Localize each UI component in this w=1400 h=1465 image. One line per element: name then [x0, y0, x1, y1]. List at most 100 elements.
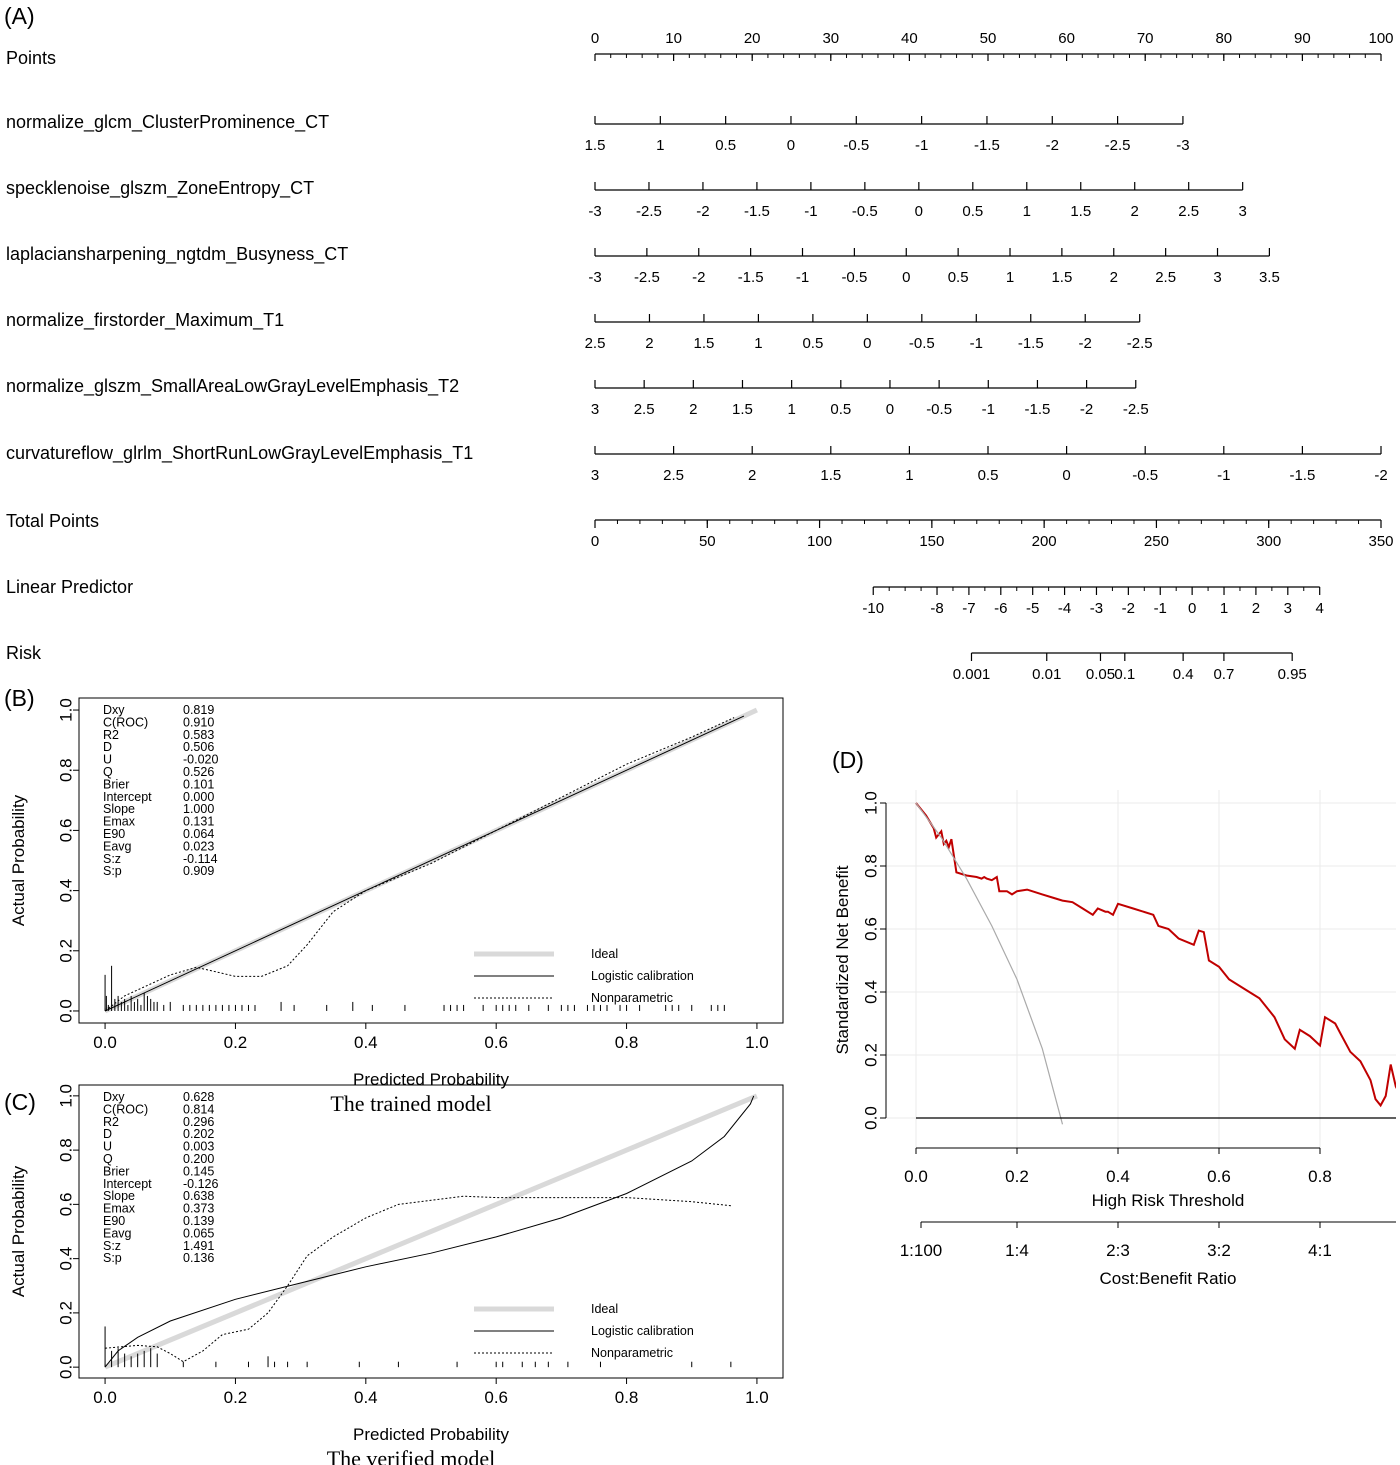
tick-label: 0.4 [1173, 666, 1194, 683]
tick-label: 2.5 [1178, 203, 1199, 220]
tick-label: 3 [591, 401, 599, 418]
tick-label: -1.5 [1289, 467, 1315, 484]
stat-name: E90 [103, 1214, 125, 1228]
tick-label: 1.5 [820, 467, 841, 484]
tick-label: -1 [982, 401, 995, 418]
tick-label: 4 [1316, 600, 1324, 617]
ratio-tick-label: 4:1 [1308, 1241, 1332, 1260]
stat-value: 0.296 [183, 1115, 214, 1129]
tick-label: 70 [1137, 30, 1154, 47]
tick-label: 1 [1006, 269, 1014, 286]
y-tick-label: 0.6 [57, 1193, 76, 1217]
row-label: normalize_firstorder_Maximum_T1 [6, 310, 284, 331]
nomogram-row-laplaciansharpening-ngtdm-busyness-ct: laplaciansharpening_ngtdm_Busyness_CT -3 -… [6, 244, 1280, 286]
stat-value: 0.910 [183, 715, 214, 729]
x-tick-label: 1.0 [745, 1033, 769, 1052]
row-label: Total Points [6, 511, 99, 531]
tick-label: -0.5 [841, 269, 867, 286]
y-tick-label: 0.8 [57, 1138, 76, 1162]
stat-value: 0.064 [183, 827, 214, 841]
caption: The verified model [327, 1446, 496, 1465]
tick-label: 10 [665, 30, 682, 47]
nomogram-row-risk: Risk 0.001 0.01 0.05 0.1 0.4 0.7 0.95 [6, 643, 1307, 683]
legend-label: Logistic calibration [591, 1324, 694, 1338]
stat-name: Q [103, 765, 113, 779]
tick-label: 1 [787, 401, 795, 418]
tick-label: 50 [699, 533, 716, 550]
tick-label: -0.5 [909, 335, 935, 352]
tick-label: -5 [1026, 600, 1039, 617]
stat-name: E90 [103, 827, 125, 841]
stat-value: 0.638 [183, 1189, 214, 1203]
tick-label: 2 [748, 467, 756, 484]
tick-label: -1 [804, 203, 817, 220]
stat-name: R2 [103, 728, 119, 742]
stat-name: C(ROC) [103, 715, 148, 729]
stat-name: Eavg [103, 839, 132, 853]
tick-label: -1 [970, 335, 983, 352]
x-tick-label: 0.0 [93, 1388, 117, 1407]
tick-label: 0.5 [830, 401, 851, 418]
stat-value: 0.000 [183, 790, 214, 804]
tick-label: -7 [962, 600, 975, 617]
y-tick-label: 0.2 [862, 1043, 881, 1067]
stat-name: Brier [103, 777, 129, 791]
calibration-plot-verified: 0.0 0.0 0.2 0.2 0.4 0.4 0.6 0.6 0.8 0.8 1.0 1.0 Pred… [9, 1084, 784, 1465]
nomogram-row-total-points: Total Points 0 50 100 150 200 250 300 350 [6, 511, 1394, 550]
row-label: curvatureflow_glrlm_ShortRunLowGrayLevel… [6, 443, 473, 464]
tick-label: -0.5 [926, 401, 952, 418]
stat-name: D [103, 740, 112, 754]
x-tick-label: 0.0 [904, 1167, 928, 1186]
row-label: laplaciansharpening_ngtdm_Busyness_CT [6, 244, 348, 265]
tick-label: 1.5 [1070, 203, 1091, 220]
tick-label: 2.5 [585, 335, 606, 352]
model-net-benefit-line [915, 802, 1396, 1108]
tick-label: 1 [1220, 600, 1228, 617]
tick-label: 2.5 [634, 401, 655, 418]
nomogram-row-points: Points 0 10 20 30 40 50 60 70 80 90 100 [6, 30, 1394, 68]
stat-name: U [103, 1140, 112, 1154]
legend-label: Nonparametric [591, 991, 673, 1005]
stat-name: S:p [103, 1251, 122, 1265]
nonparametric-line [105, 1195, 731, 1363]
x-tick-label: 0.4 [1106, 1167, 1130, 1186]
tick-label: -3 [1090, 600, 1103, 617]
row-label: Linear Predictor [6, 577, 133, 597]
row-label: Points [6, 48, 56, 68]
panel-label-d: (D) [832, 747, 864, 773]
tick-label: 2.5 [1155, 269, 1176, 286]
tick-label: 1.5 [694, 335, 715, 352]
tick-label: -1 [1154, 600, 1167, 617]
nomogram-row-specklenoise-glszm-zoneentropy-ct: specklenoise_glszm_ZoneEntropy_CT -3 -2.5 -… [6, 178, 1247, 220]
stat-name: Dxy [103, 703, 125, 717]
tick-label: -2.5 [634, 269, 660, 286]
stat-value: 0.023 [183, 839, 214, 853]
x-axis-title: Predicted Probability [353, 1425, 509, 1444]
tick-label: 2.5 [663, 467, 684, 484]
stat-name: Emax [103, 815, 136, 829]
x-tick-label: 0.6 [1207, 1167, 1231, 1186]
ratio-tick-label: 1:4 [1005, 1241, 1029, 1260]
stat-name: Intercept [103, 1177, 152, 1191]
tick-label: -2.5 [1127, 335, 1153, 352]
stat-name: Slope [103, 1189, 135, 1203]
plot-frame [78, 697, 784, 1024]
legend-label: Logistic calibration [591, 969, 694, 983]
tick-label: 0.5 [802, 335, 823, 352]
tick-label: -6 [994, 600, 1007, 617]
tick-label: 2 [645, 335, 653, 352]
y-axis-title: Actual Probability [9, 1165, 28, 1297]
stat-name: U [103, 753, 112, 767]
y-tick-label: 1.0 [862, 791, 881, 815]
x-tick-label: 0.6 [484, 1388, 508, 1407]
stat-value: 0.628 [183, 1090, 214, 1104]
stat-value: 0.200 [183, 1152, 214, 1166]
y-axis-title: Standardized Net Benefit [833, 865, 852, 1054]
tick-label: 0 [1062, 467, 1070, 484]
stat-value: 0.506 [183, 740, 214, 754]
tick-label: 0.1 [1114, 666, 1135, 683]
tick-label: 1.5 [585, 137, 606, 154]
tick-label: -2 [1374, 467, 1387, 484]
tick-label: 20 [744, 30, 761, 47]
